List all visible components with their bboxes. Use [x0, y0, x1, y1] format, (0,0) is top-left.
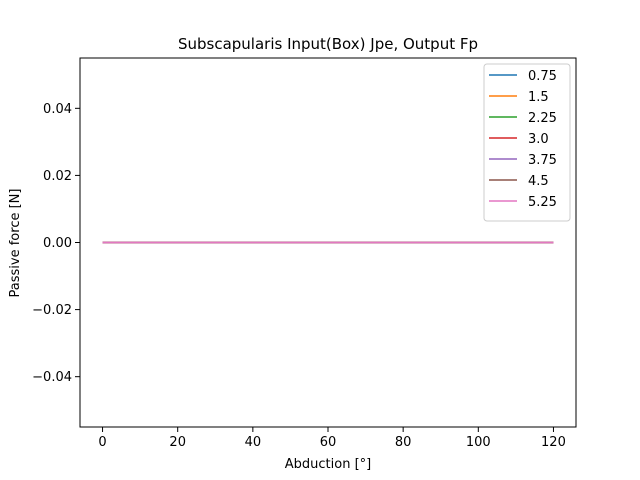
axes: 0 20 40 60 80 100 120 −0.04 −0.02 0.00 0.02 0.04	[32, 57, 577, 450]
y-tick-label: 0.00	[43, 236, 72, 251]
y-tick-label: 0.02	[43, 169, 72, 184]
x-tick-label: 0	[98, 435, 106, 450]
legend-entry: 0.75	[528, 69, 557, 84]
y-axis-label: Passive force [N]	[8, 189, 23, 298]
legend: 0.75 1.5 2.25 3.0 3.75 4.5 5.25	[483, 63, 571, 222]
legend-entry: 5.25	[528, 195, 557, 210]
chart-title: Subscapularis Input(Box) Jpe, Output Fp	[178, 35, 478, 53]
legend-entry: 3.75	[528, 153, 557, 168]
legend-entry: 3.0	[528, 132, 549, 147]
legend-entry: 4.5	[528, 174, 549, 189]
x-tick-label: 60	[320, 435, 337, 450]
x-axis-label: Abduction [°]	[285, 457, 371, 472]
legend-box	[483, 63, 571, 222]
x-tick-label: 80	[395, 435, 412, 450]
y-tick-label: 0.04	[43, 102, 72, 117]
x-tick-label: 100	[466, 435, 491, 450]
legend-entry: 2.25	[528, 111, 557, 126]
x-tick-label: 120	[541, 435, 566, 450]
legend-entry: 1.5	[528, 90, 549, 105]
y-tick-label: −0.04	[32, 370, 72, 385]
y-tick-label: −0.02	[32, 303, 72, 318]
x-tick-label: 20	[169, 435, 186, 450]
x-tick-label: 40	[245, 435, 262, 450]
